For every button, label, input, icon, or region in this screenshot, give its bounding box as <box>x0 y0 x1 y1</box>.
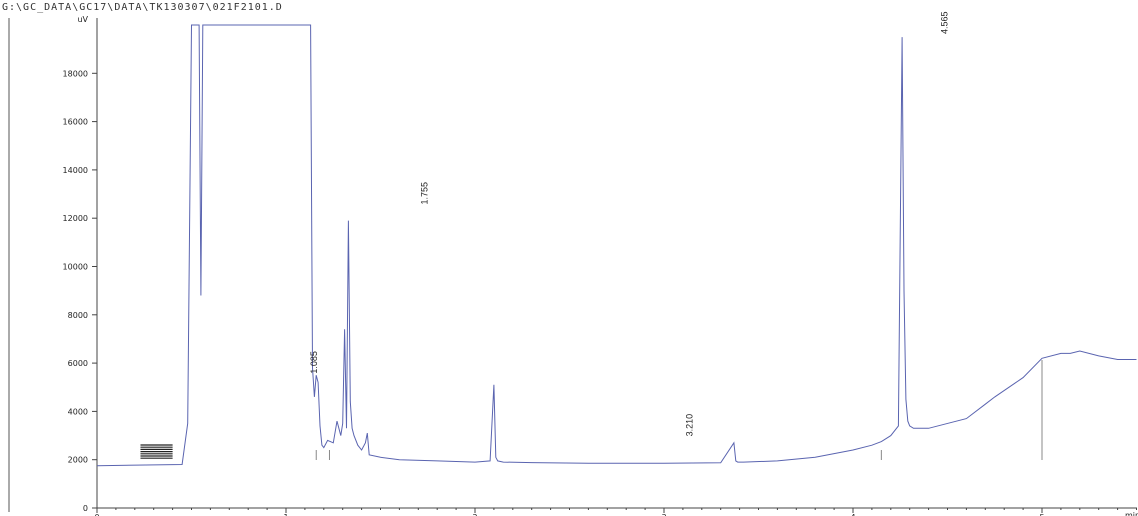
peak-label: 1.755 <box>420 182 430 205</box>
y-tick-label: 6000 <box>68 359 88 368</box>
y-tick-label: 18000 <box>63 69 88 78</box>
y-tick-label: 16000 <box>63 118 88 127</box>
y-tick-label: 8000 <box>68 311 88 320</box>
y-tick-label: 2000 <box>68 456 88 465</box>
x-tick-label: 3 <box>661 513 666 516</box>
event-marks <box>140 444 173 459</box>
peak-label: 3.210 <box>684 414 694 437</box>
x-tick-label: 1 <box>283 513 288 516</box>
x-tick-label: 5 <box>1039 513 1044 516</box>
y-tick-label: 10000 <box>63 263 88 272</box>
file-path-title: G:\GC_DATA\GC17\DATA\TK130307\021F2101.D <box>2 2 283 13</box>
y-tick-label: 12000 <box>63 214 88 223</box>
x-tick-label: 2 <box>472 513 477 516</box>
x-tick-label: 4 <box>850 513 855 516</box>
chromatogram-trace <box>96 24 1137 467</box>
peak-label: 1.085 <box>309 351 319 374</box>
peak-label: 4.565 <box>940 11 950 34</box>
x-unit-label: min <box>1125 511 1138 516</box>
x-tick-label: 0 <box>94 513 99 516</box>
y-tick-label: 14000 <box>63 166 88 175</box>
peak-labels: 1.085 1.755 3.210 4.565 <box>309 11 949 436</box>
y-tick-label: 4000 <box>68 407 88 416</box>
y-unit-label: uV <box>77 15 88 24</box>
y-tick-label: 0 <box>83 504 88 513</box>
chart-axes: 0 2000 4000 6000 8000 10000 12000 14000 16000 180… <box>8 15 1138 516</box>
chromatogram-line <box>96 24 1137 467</box>
integration-markers <box>315 360 1043 460</box>
